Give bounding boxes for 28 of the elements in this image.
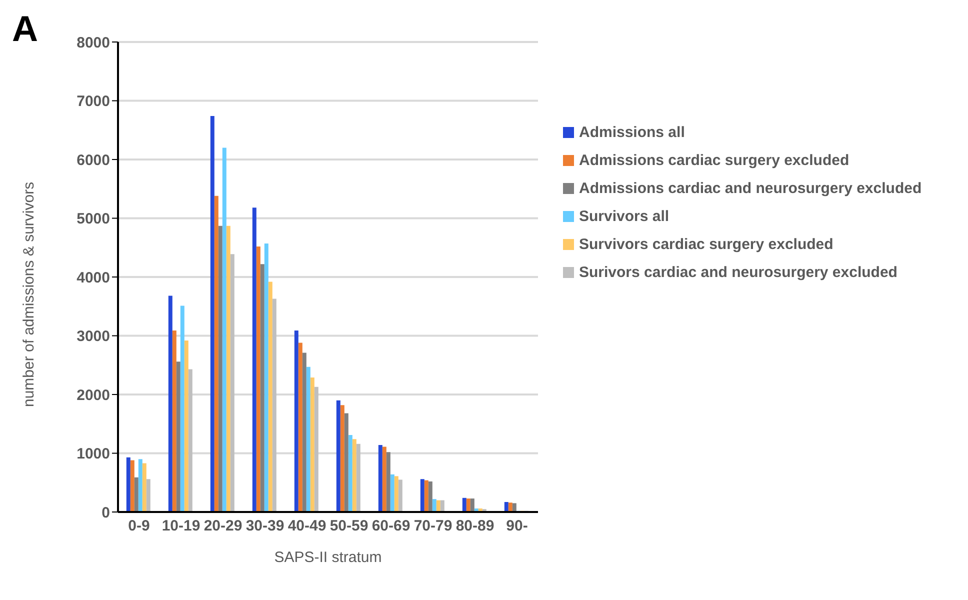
legend-label: Survivors all bbox=[579, 208, 670, 224]
y-tick-label: 2000 bbox=[76, 386, 110, 404]
legend-label: Survivors cardiac surgery excluded bbox=[579, 236, 834, 252]
legend-label: Admissions cardiac and neurosurgery excluded bbox=[579, 180, 922, 196]
x-axis-title: SAPS-II stratum bbox=[274, 549, 382, 566]
y-tick-label: 4000 bbox=[76, 269, 110, 286]
y-tick-label: 6000 bbox=[76, 152, 110, 169]
x-tick-label: 10-19 bbox=[162, 518, 200, 535]
y-tick-label: 5000 bbox=[76, 210, 110, 228]
chart-title: A bbox=[12, 8, 38, 50]
x-tick-label: 20-29 bbox=[204, 518, 242, 535]
x-tick-label: 50-59 bbox=[330, 518, 368, 535]
x-tick-label: 60-69 bbox=[372, 518, 410, 535]
legend-label: Admissions all bbox=[579, 124, 685, 140]
y-tick-label: 7000 bbox=[76, 93, 110, 110]
y-tick-label: 1000 bbox=[76, 446, 110, 463]
legend-label: Admissions cardiac surgery excluded bbox=[579, 152, 850, 168]
y-axis-title: number of admissions & survivors bbox=[20, 182, 38, 407]
x-tick-label: 0-9 bbox=[128, 518, 150, 535]
x-tick-label: 30-39 bbox=[246, 518, 284, 535]
y-tick-label: 3000 bbox=[76, 328, 110, 346]
x-tick-label: 90- bbox=[506, 518, 528, 535]
y-tick-label: 8000 bbox=[76, 34, 110, 52]
x-tick-label: 80-89 bbox=[456, 518, 494, 535]
x-tick-label: 40-49 bbox=[288, 518, 326, 535]
y-tick-label: 0 bbox=[102, 504, 110, 522]
x-tick-label: 70-79 bbox=[414, 518, 452, 535]
legend-label: Surivors cardiac and neurosurgery excluded bbox=[579, 264, 898, 280]
